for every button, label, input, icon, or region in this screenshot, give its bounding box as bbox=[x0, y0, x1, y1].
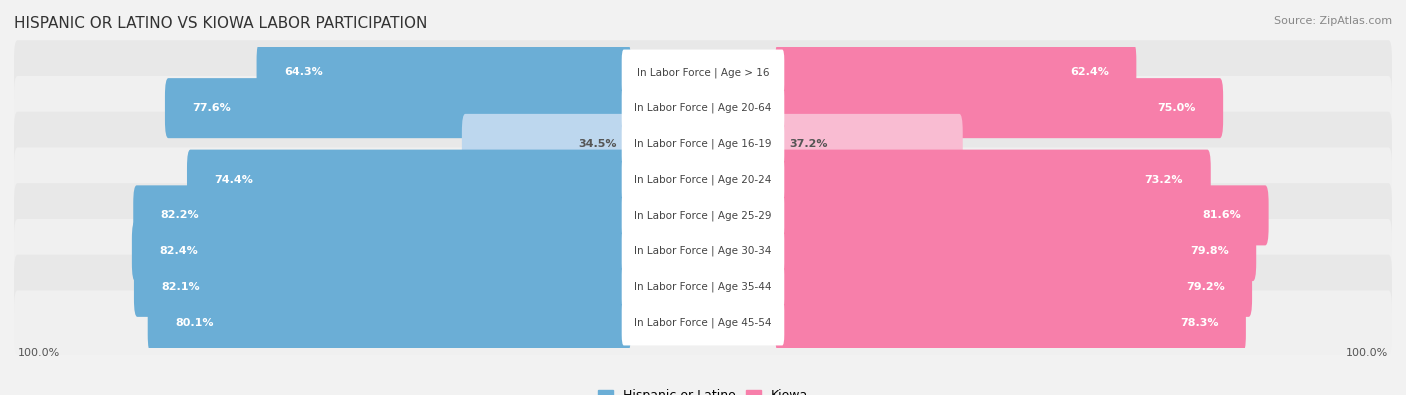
FancyBboxPatch shape bbox=[621, 157, 785, 203]
Text: 100.0%: 100.0% bbox=[1347, 348, 1389, 357]
Text: 78.3%: 78.3% bbox=[1180, 318, 1219, 327]
Text: 100.0%: 100.0% bbox=[17, 348, 59, 357]
Text: In Labor Force | Age 20-64: In Labor Force | Age 20-64 bbox=[634, 103, 772, 113]
Text: 34.5%: 34.5% bbox=[578, 139, 617, 149]
FancyBboxPatch shape bbox=[775, 114, 963, 174]
FancyBboxPatch shape bbox=[621, 49, 785, 95]
Text: In Labor Force | Age 30-34: In Labor Force | Age 30-34 bbox=[634, 246, 772, 256]
Text: In Labor Force | Age 16-19: In Labor Force | Age 16-19 bbox=[634, 139, 772, 149]
Legend: Hispanic or Latino, Kiowa: Hispanic or Latino, Kiowa bbox=[593, 384, 813, 395]
Text: 80.1%: 80.1% bbox=[176, 318, 214, 327]
Text: 79.8%: 79.8% bbox=[1189, 246, 1229, 256]
Text: 79.2%: 79.2% bbox=[1185, 282, 1225, 292]
FancyBboxPatch shape bbox=[14, 40, 1392, 105]
FancyBboxPatch shape bbox=[775, 42, 1136, 102]
Text: 82.2%: 82.2% bbox=[160, 211, 200, 220]
Text: 62.4%: 62.4% bbox=[1070, 68, 1109, 77]
FancyBboxPatch shape bbox=[621, 228, 785, 274]
FancyBboxPatch shape bbox=[14, 219, 1392, 283]
FancyBboxPatch shape bbox=[775, 150, 1211, 210]
FancyBboxPatch shape bbox=[14, 255, 1392, 319]
FancyBboxPatch shape bbox=[461, 114, 631, 174]
FancyBboxPatch shape bbox=[14, 76, 1392, 140]
FancyBboxPatch shape bbox=[14, 147, 1392, 212]
FancyBboxPatch shape bbox=[256, 42, 631, 102]
Text: 37.2%: 37.2% bbox=[789, 139, 828, 149]
FancyBboxPatch shape bbox=[775, 185, 1268, 245]
Text: HISPANIC OR LATINO VS KIOWA LABOR PARTICIPATION: HISPANIC OR LATINO VS KIOWA LABOR PARTIC… bbox=[14, 16, 427, 31]
FancyBboxPatch shape bbox=[165, 78, 631, 138]
FancyBboxPatch shape bbox=[134, 257, 631, 317]
Text: In Labor Force | Age 45-54: In Labor Force | Age 45-54 bbox=[634, 317, 772, 328]
FancyBboxPatch shape bbox=[775, 293, 1246, 353]
Text: 74.4%: 74.4% bbox=[215, 175, 253, 184]
Text: In Labor Force | Age > 16: In Labor Force | Age > 16 bbox=[637, 67, 769, 78]
FancyBboxPatch shape bbox=[148, 293, 631, 353]
Text: 75.0%: 75.0% bbox=[1157, 103, 1195, 113]
FancyBboxPatch shape bbox=[14, 290, 1392, 355]
FancyBboxPatch shape bbox=[134, 185, 631, 245]
Text: In Labor Force | Age 25-29: In Labor Force | Age 25-29 bbox=[634, 210, 772, 221]
FancyBboxPatch shape bbox=[775, 257, 1253, 317]
Text: Source: ZipAtlas.com: Source: ZipAtlas.com bbox=[1274, 16, 1392, 26]
FancyBboxPatch shape bbox=[621, 192, 785, 238]
Text: 82.4%: 82.4% bbox=[159, 246, 198, 256]
FancyBboxPatch shape bbox=[132, 221, 631, 281]
Text: 64.3%: 64.3% bbox=[284, 68, 323, 77]
FancyBboxPatch shape bbox=[14, 183, 1392, 248]
Text: 81.6%: 81.6% bbox=[1202, 211, 1241, 220]
FancyBboxPatch shape bbox=[14, 112, 1392, 176]
FancyBboxPatch shape bbox=[621, 264, 785, 310]
Text: In Labor Force | Age 20-24: In Labor Force | Age 20-24 bbox=[634, 174, 772, 185]
FancyBboxPatch shape bbox=[775, 221, 1256, 281]
FancyBboxPatch shape bbox=[775, 78, 1223, 138]
FancyBboxPatch shape bbox=[621, 85, 785, 131]
FancyBboxPatch shape bbox=[621, 300, 785, 346]
FancyBboxPatch shape bbox=[621, 121, 785, 167]
Text: In Labor Force | Age 35-44: In Labor Force | Age 35-44 bbox=[634, 282, 772, 292]
Text: 77.6%: 77.6% bbox=[193, 103, 231, 113]
Text: 82.1%: 82.1% bbox=[162, 282, 200, 292]
Text: 73.2%: 73.2% bbox=[1144, 175, 1184, 184]
FancyBboxPatch shape bbox=[187, 150, 631, 210]
